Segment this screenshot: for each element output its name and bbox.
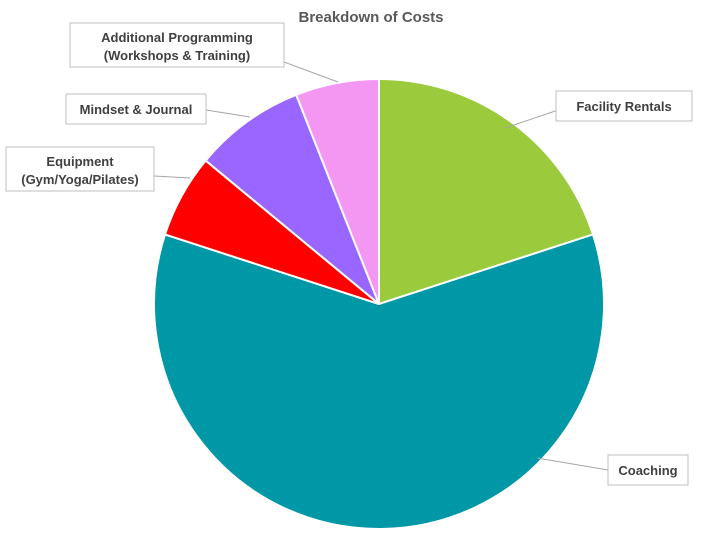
pie-slice-mindset-journal bbox=[204, 93, 380, 305]
leader-line bbox=[283, 61, 339, 83]
chart-title: Breakdown of Costs bbox=[298, 9, 443, 26]
data-label: Facility Rentals bbox=[576, 99, 671, 114]
pie-slice-coaching bbox=[153, 233, 605, 530]
data-label-box bbox=[69, 22, 285, 68]
leader-line bbox=[205, 109, 251, 118]
data-label: Equipment bbox=[46, 154, 114, 169]
pie-slice-additional-programming-workshops-training bbox=[294, 77, 380, 305]
data-label: Coaching bbox=[618, 463, 677, 478]
data-label-box bbox=[607, 454, 689, 486]
data-label: Additional Programming bbox=[101, 30, 253, 45]
data-label-box bbox=[65, 93, 207, 125]
data-label-box bbox=[555, 90, 693, 122]
data-label: Mindset & Journal bbox=[80, 102, 193, 117]
data-label-box bbox=[5, 146, 155, 192]
pie-slice-facility-rentals bbox=[378, 77, 595, 306]
data-label: (Gym/Yoga/Pilates) bbox=[21, 172, 139, 187]
data-label: (Workshops & Training) bbox=[104, 48, 250, 63]
leader-line bbox=[153, 175, 191, 179]
leader-line bbox=[536, 457, 609, 471]
